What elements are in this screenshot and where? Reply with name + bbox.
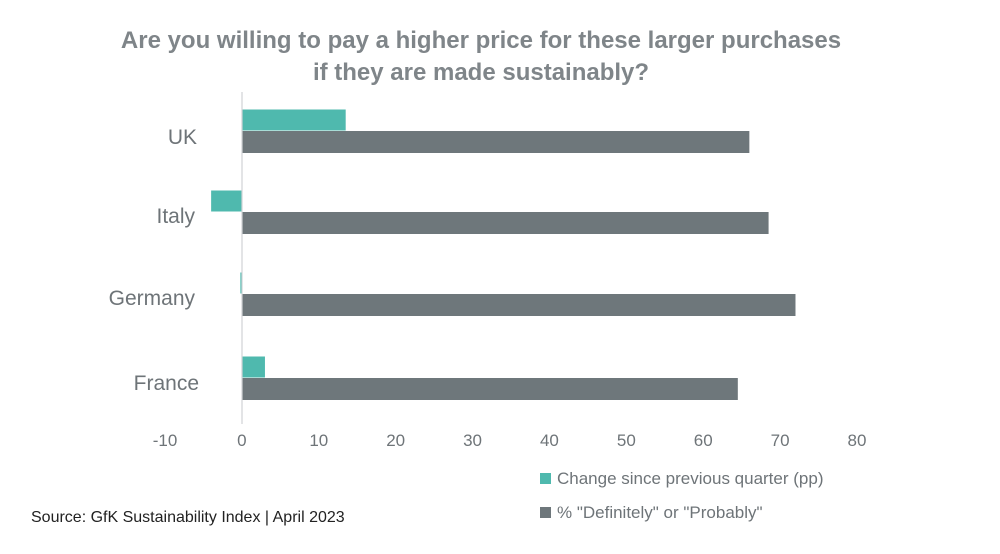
x-tick-label: 50 bbox=[617, 431, 636, 450]
bar-change-germany bbox=[240, 272, 242, 294]
category-label-germany: Germany bbox=[109, 287, 196, 310]
bar-change-france bbox=[241, 356, 265, 378]
bar-change-uk bbox=[241, 109, 346, 131]
legend-swatch-percent bbox=[540, 507, 551, 518]
bar-change-italy bbox=[211, 190, 242, 212]
chart-title-line-2: if they are made sustainably? bbox=[313, 59, 649, 86]
chart-title-line-1: Are you willing to pay a higher price fo… bbox=[121, 27, 841, 54]
x-tick-label: 20 bbox=[386, 431, 405, 450]
legend-swatch-change bbox=[540, 473, 551, 484]
x-tick-label: 30 bbox=[463, 431, 482, 450]
chart-title: Are you willing to pay a higher price fo… bbox=[121, 27, 841, 86]
bar-percent-italy bbox=[241, 212, 769, 234]
bar-percent-france bbox=[241, 378, 738, 400]
bar-percent-uk bbox=[241, 131, 750, 153]
legend: Change since previous quarter (pp) % "Def… bbox=[540, 469, 823, 522]
x-axis-tick-labels: -10 0 10 20 30 40 50 60 70 80 bbox=[153, 431, 867, 450]
x-tick-label: 40 bbox=[540, 431, 559, 450]
category-labels: UK Italy Germany France bbox=[109, 126, 199, 395]
x-tick-label: 70 bbox=[771, 431, 790, 450]
legend-label-change: Change since previous quarter (pp) bbox=[557, 469, 823, 488]
x-tick-label: -10 bbox=[153, 431, 178, 450]
x-tick-label: 10 bbox=[309, 431, 328, 450]
category-label-france: France bbox=[134, 372, 199, 395]
x-tick-label: 0 bbox=[237, 431, 246, 450]
bar-percent-germany bbox=[241, 294, 796, 316]
legend-label-percent: % "Definitely" or "Probably" bbox=[557, 503, 763, 522]
x-tick-label: 80 bbox=[848, 431, 867, 450]
bars-group bbox=[211, 109, 796, 400]
x-tick-label: 60 bbox=[694, 431, 713, 450]
category-label-uk: UK bbox=[168, 126, 197, 149]
category-label-italy: Italy bbox=[156, 205, 195, 228]
source-note: Source: GfK Sustainability Index | April… bbox=[31, 509, 345, 526]
